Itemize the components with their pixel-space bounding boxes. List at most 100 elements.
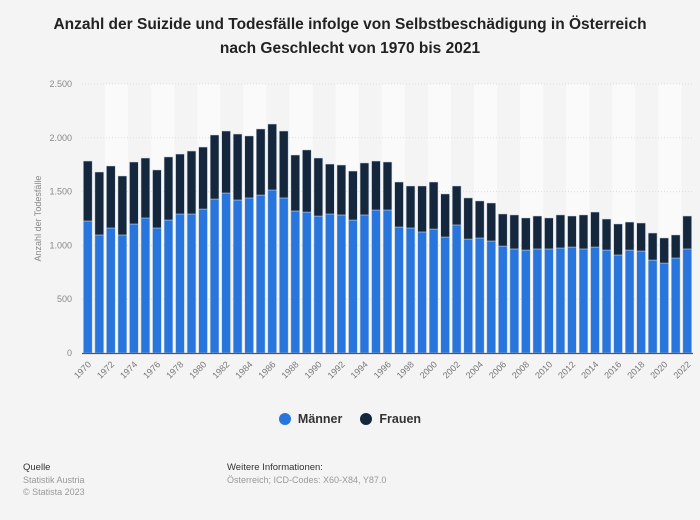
bar-maenner-1970 [83, 220, 93, 354]
bar-frauen-1971 [94, 171, 104, 236]
x-tick-label: 2002 [441, 359, 462, 380]
bar-maenner-1999 [417, 231, 427, 354]
copyright: © Statista 2023 [23, 487, 85, 497]
bar-frauen-1988 [290, 154, 300, 212]
bar-maenner-1990 [313, 215, 323, 354]
y-tick-label: 0 [67, 348, 72, 358]
bar-maenner-1983 [233, 199, 243, 354]
bar-frauen-1970 [83, 160, 93, 222]
x-tick-label: 1974 [118, 359, 139, 380]
bar-frauen-2009 [532, 215, 542, 250]
x-tick-label: 1994 [349, 359, 370, 380]
bar-maenner-2007 [509, 248, 519, 354]
bar-frauen-1974 [129, 161, 139, 225]
bar-frauen-1991 [325, 163, 335, 215]
bar-frauen-2020 [659, 237, 669, 264]
bar-frauen-2014 [590, 211, 600, 248]
x-tick-label: 2012 [556, 359, 577, 380]
source-block: Quelle Statistik Austria © Statista 2023 [23, 462, 85, 498]
bar-maenner-1994 [359, 214, 370, 354]
bar-frauen-1990 [313, 157, 323, 217]
bar-maenner-1984 [244, 197, 254, 354]
bar-frauen-1976 [152, 169, 162, 229]
bar-maenner-1986 [267, 189, 277, 354]
bar-frauen-2012 [567, 215, 577, 248]
bar-frauen-2007 [509, 214, 519, 250]
x-tick-label: 2022 [671, 359, 692, 380]
info-heading[interactable]: Weitere Informationen: [227, 462, 323, 473]
x-tick-label: 1996 [372, 359, 393, 380]
bar-maenner-2012 [567, 246, 577, 354]
y-tick-label: 500 [57, 294, 72, 304]
x-tick-label: 1984 [233, 359, 254, 380]
bar-frauen-2005 [486, 202, 496, 242]
bar-frauen-2019 [648, 232, 658, 261]
bar-maenner-1995 [371, 209, 381, 354]
bar-frauen-1989 [302, 149, 312, 213]
bar-frauen-1979 [186, 150, 197, 215]
bar-frauen-1984 [244, 135, 254, 199]
bar-maenner-1997 [394, 226, 404, 354]
bar-frauen-2000 [428, 181, 439, 230]
bar-maenner-2018 [636, 250, 646, 354]
bar-maenner-2013 [578, 248, 589, 354]
x-tick-label: 2016 [602, 359, 623, 380]
x-tick-label: 1998 [395, 359, 416, 380]
bar-frauen-1985 [256, 128, 266, 196]
x-tick-label: 2004 [464, 359, 485, 380]
x-tick-label: 1990 [303, 359, 324, 380]
bar-frauen-1992 [336, 164, 347, 216]
bar-frauen-2008 [521, 217, 531, 251]
bar-maenner-1987 [279, 197, 289, 354]
bar-frauen-1996 [382, 161, 393, 211]
bar-maenner-2000 [428, 228, 439, 354]
bar-maenner-2006 [498, 245, 508, 354]
x-tick-label: 2008 [510, 359, 531, 380]
bar-maenner-1977 [163, 219, 174, 354]
legend: Männer Frauen [0, 412, 700, 426]
x-tick-label: 1970 [72, 359, 93, 380]
bar-frauen-2006 [498, 213, 508, 247]
bar-maenner-2002 [452, 224, 462, 354]
bar-frauen-1977 [163, 156, 174, 221]
bar-frauen-2022 [682, 215, 692, 250]
bar-frauen-1998 [405, 185, 416, 229]
x-tick-label: 1976 [141, 359, 162, 380]
bar-frauen-1999 [417, 185, 427, 233]
bar-frauen-1972 [106, 165, 116, 229]
bar-maenner-2011 [555, 247, 566, 354]
x-tick-label: 2018 [625, 359, 646, 380]
bar-maenner-1978 [175, 213, 185, 354]
x-tick-label: 2014 [579, 359, 600, 380]
bar-frauen-2010 [544, 217, 554, 250]
bar-frauen-2013 [578, 214, 589, 250]
x-tick-label: 2000 [418, 359, 439, 380]
x-tick-label: 1980 [187, 359, 208, 380]
bar-maenner-2008 [521, 249, 531, 354]
bar-maenner-2022 [682, 248, 692, 354]
bar-maenner-1973 [117, 234, 127, 354]
y-tick-label: 2.500 [49, 79, 72, 89]
bar-maenner-2020 [659, 262, 669, 354]
bar-frauen-1978 [175, 153, 185, 215]
legend-label-frauen: Frauen [379, 412, 422, 426]
bar-frauen-1995 [371, 160, 381, 211]
bar-maenner-2019 [648, 259, 658, 354]
bar-maenner-2005 [486, 240, 496, 354]
x-tick-label: 2020 [648, 359, 669, 380]
bar-maenner-2004 [475, 237, 485, 354]
source-name: Statistik Austria [23, 475, 85, 485]
legend-item-frauen[interactable]: Frauen [360, 412, 421, 426]
legend-swatch-frauen [360, 413, 373, 425]
bar-frauen-1973 [117, 175, 127, 236]
y-tick-label: 2.000 [49, 133, 72, 143]
bar-maenner-2009 [532, 248, 542, 354]
bar-maenner-1996 [382, 209, 393, 354]
x-tick-label: 1978 [164, 359, 185, 380]
x-tick-label: 1982 [210, 359, 231, 380]
bar-frauen-2011 [555, 214, 566, 249]
legend-item-maenner[interactable]: Männer [278, 412, 342, 426]
bar-maenner-1971 [94, 234, 104, 354]
bar-frauen-2015 [601, 218, 612, 251]
source-heading[interactable]: Quelle [23, 462, 51, 473]
